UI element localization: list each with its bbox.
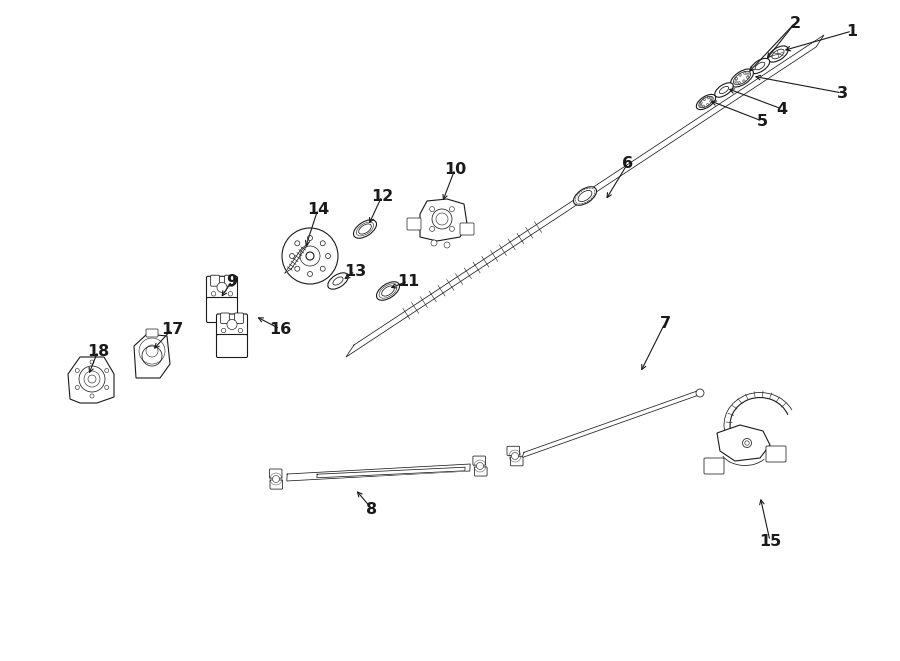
Circle shape xyxy=(429,207,435,212)
Text: 11: 11 xyxy=(397,274,419,288)
Circle shape xyxy=(739,74,742,76)
Text: 4: 4 xyxy=(777,102,788,116)
Circle shape xyxy=(290,254,294,258)
Ellipse shape xyxy=(751,58,770,73)
Polygon shape xyxy=(284,244,309,273)
FancyBboxPatch shape xyxy=(472,456,485,465)
Ellipse shape xyxy=(328,273,348,289)
Circle shape xyxy=(696,389,704,397)
Circle shape xyxy=(227,319,237,330)
Text: 15: 15 xyxy=(759,533,781,549)
FancyBboxPatch shape xyxy=(146,329,158,337)
Circle shape xyxy=(710,100,712,102)
Text: 13: 13 xyxy=(344,264,366,278)
FancyBboxPatch shape xyxy=(507,446,519,455)
Polygon shape xyxy=(522,391,699,457)
Text: 18: 18 xyxy=(87,344,109,358)
Text: 7: 7 xyxy=(660,315,670,330)
FancyBboxPatch shape xyxy=(206,276,238,301)
Circle shape xyxy=(326,254,330,258)
Circle shape xyxy=(703,105,705,107)
FancyBboxPatch shape xyxy=(460,223,474,235)
Polygon shape xyxy=(346,35,824,357)
FancyBboxPatch shape xyxy=(704,458,724,474)
Text: 10: 10 xyxy=(444,161,466,176)
Text: 2: 2 xyxy=(789,15,801,30)
Circle shape xyxy=(734,81,737,83)
Ellipse shape xyxy=(697,95,716,110)
FancyBboxPatch shape xyxy=(269,469,282,478)
Circle shape xyxy=(743,72,746,74)
FancyBboxPatch shape xyxy=(220,313,230,323)
FancyBboxPatch shape xyxy=(217,334,248,358)
Circle shape xyxy=(320,241,325,246)
FancyBboxPatch shape xyxy=(407,218,421,230)
FancyBboxPatch shape xyxy=(510,457,523,466)
Circle shape xyxy=(707,97,709,99)
Circle shape xyxy=(476,463,483,469)
Circle shape xyxy=(747,73,749,75)
Circle shape xyxy=(511,453,518,459)
Circle shape xyxy=(742,80,745,82)
Circle shape xyxy=(706,104,708,106)
Circle shape xyxy=(444,242,450,248)
FancyBboxPatch shape xyxy=(474,467,487,476)
FancyBboxPatch shape xyxy=(225,275,233,286)
Text: 5: 5 xyxy=(756,114,768,128)
Ellipse shape xyxy=(376,282,400,300)
FancyBboxPatch shape xyxy=(766,446,786,462)
FancyBboxPatch shape xyxy=(235,313,243,323)
Circle shape xyxy=(738,82,741,84)
Circle shape xyxy=(295,241,300,246)
Text: 9: 9 xyxy=(227,274,238,288)
Circle shape xyxy=(320,266,325,271)
Circle shape xyxy=(746,76,749,79)
Text: 17: 17 xyxy=(161,321,183,336)
Circle shape xyxy=(735,77,738,80)
Circle shape xyxy=(710,98,712,100)
Circle shape xyxy=(431,240,437,246)
Circle shape xyxy=(704,98,706,100)
Circle shape xyxy=(295,266,300,271)
Ellipse shape xyxy=(573,187,597,205)
Text: 8: 8 xyxy=(366,502,378,516)
Circle shape xyxy=(282,228,338,284)
Circle shape xyxy=(700,104,702,106)
Circle shape xyxy=(742,438,752,447)
Ellipse shape xyxy=(731,69,753,87)
Circle shape xyxy=(429,227,435,231)
Polygon shape xyxy=(287,464,470,481)
Text: 3: 3 xyxy=(836,85,848,100)
Ellipse shape xyxy=(354,219,376,238)
Circle shape xyxy=(432,209,452,229)
Polygon shape xyxy=(420,199,467,241)
FancyBboxPatch shape xyxy=(270,480,283,489)
Circle shape xyxy=(217,282,227,292)
FancyBboxPatch shape xyxy=(217,314,248,338)
Text: 1: 1 xyxy=(846,24,858,38)
Circle shape xyxy=(700,102,702,104)
Circle shape xyxy=(449,207,454,212)
Ellipse shape xyxy=(715,83,733,97)
Text: 14: 14 xyxy=(307,202,329,217)
Circle shape xyxy=(273,475,280,483)
Text: 6: 6 xyxy=(623,155,634,171)
Polygon shape xyxy=(134,334,170,378)
FancyBboxPatch shape xyxy=(211,275,220,286)
Polygon shape xyxy=(68,357,114,403)
Polygon shape xyxy=(717,425,770,461)
Circle shape xyxy=(308,272,312,276)
Circle shape xyxy=(308,235,312,241)
Polygon shape xyxy=(317,467,465,478)
Text: 16: 16 xyxy=(269,321,291,336)
FancyBboxPatch shape xyxy=(206,297,238,323)
Ellipse shape xyxy=(768,46,788,62)
Text: 12: 12 xyxy=(371,188,393,204)
Circle shape xyxy=(449,227,454,231)
